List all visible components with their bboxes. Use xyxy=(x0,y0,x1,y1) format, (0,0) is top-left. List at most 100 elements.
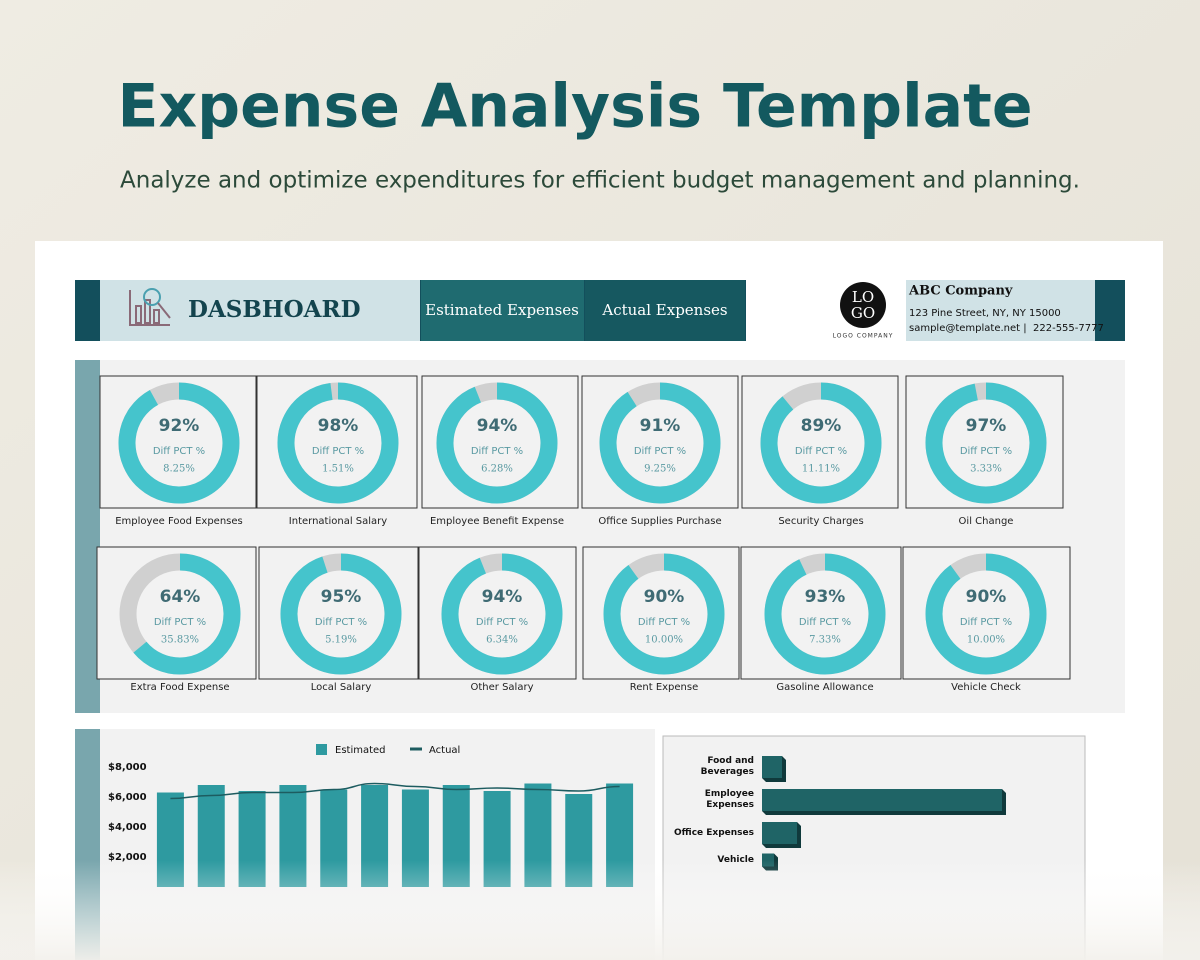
gauge-value: 64% xyxy=(160,587,201,607)
gauge-value: 93% xyxy=(805,587,846,607)
gauge-arc xyxy=(603,553,725,675)
gauge-diff: 1.51% xyxy=(322,464,354,475)
page-title: Expense Analysis Template xyxy=(117,72,1032,142)
gauge-arc xyxy=(436,382,558,504)
gauge-value: 91% xyxy=(640,416,681,436)
gauge-metric: Diff PCT % xyxy=(471,446,523,457)
gauge-name: Oil Change xyxy=(959,516,1014,527)
logo-text: GO xyxy=(851,304,875,322)
fade xyxy=(0,860,1200,960)
gauge-metric: Diff PCT % xyxy=(153,446,205,457)
gauge-arc xyxy=(133,553,241,675)
gauge-diff: 11.11% xyxy=(802,464,840,475)
gauge-value: 90% xyxy=(966,587,1007,607)
gauge-arc xyxy=(764,553,886,675)
y-tick-label: $4,000 xyxy=(108,822,147,833)
gauge-name: Gasoline Allowance xyxy=(776,682,873,693)
gauge-value: 92% xyxy=(159,416,200,436)
gauge-value: 95% xyxy=(321,587,362,607)
gauge-diff: 35.83% xyxy=(161,635,199,646)
category-label-text: Vehicle xyxy=(717,854,754,865)
tab[interactable] xyxy=(421,280,584,341)
gauge-diff: 3.33% xyxy=(970,464,1002,475)
gauge-name: Other Salary xyxy=(471,682,534,693)
category-label-text: Food and Beverages xyxy=(700,756,754,777)
gauge-arc xyxy=(925,553,1047,675)
gauge-metric: Diff PCT % xyxy=(634,446,686,457)
line xyxy=(170,782,620,800)
category-label: Office Expenses xyxy=(674,827,754,838)
tab-label[interactable]: Estimated Expenses xyxy=(425,301,579,319)
legend-swatch xyxy=(316,744,327,755)
gauge-metric: Diff PCT % xyxy=(960,446,1012,457)
tab-label[interactable]: Actual Expenses xyxy=(601,301,727,319)
gauge-diff: 10.00% xyxy=(967,635,1005,646)
gauge-name: Vehicle Check xyxy=(951,682,1021,693)
category-label: Food and Beverages xyxy=(700,756,754,777)
content: 92% Diff PCT % 8.25% Employee Food Expenses… xyxy=(96,375,1071,887)
gauge-diff: 6.34% xyxy=(486,635,518,646)
company-contact: sample@template.net | 222-555-7777 xyxy=(909,323,1104,334)
gauge-arc xyxy=(280,553,402,675)
gauge-metric: Diff PCT % xyxy=(795,446,847,457)
gauge-name: Extra Food Expense xyxy=(130,682,229,693)
bar-side xyxy=(762,756,786,782)
gauge-value: 94% xyxy=(477,416,518,436)
gauge-arc xyxy=(441,553,563,675)
gauge-arc xyxy=(277,382,399,504)
gauge-diff: 7.33% xyxy=(809,635,841,646)
bar xyxy=(762,756,782,778)
gauge-value: 90% xyxy=(644,587,685,607)
panel-strip xyxy=(75,360,100,713)
gauge-diff: 10.00% xyxy=(645,635,683,646)
gauge-metric: Diff PCT % xyxy=(476,617,528,628)
gauge-arc xyxy=(925,382,1047,504)
gauge-arc xyxy=(599,382,721,504)
bar xyxy=(762,789,1002,811)
logo-caption: LOGO COMPANY xyxy=(833,333,894,340)
gauge-name: Employee Benefit Expense xyxy=(430,516,564,527)
gauge-value: 94% xyxy=(482,587,523,607)
category-label-text: Office Expenses xyxy=(674,827,754,838)
gauge-diff: 5.19% xyxy=(325,635,357,646)
gauge-value: 98% xyxy=(318,416,359,436)
gauge-name: Office Supplies Purchase xyxy=(598,516,721,527)
gauge-name: Local Salary xyxy=(311,682,372,693)
gauge-diff: 8.25% xyxy=(163,464,195,475)
gauge-metric: Diff PCT % xyxy=(154,617,206,628)
company-address: 123 Pine Street, NY, NY 15000 xyxy=(909,308,1061,319)
gauge-name: Employee Food Expenses xyxy=(115,516,243,527)
tab[interactable] xyxy=(585,280,745,341)
gauge-metric: Diff PCT % xyxy=(799,617,851,628)
legend-label: Actual xyxy=(429,745,460,756)
category-label-text: Employee Expenses xyxy=(704,789,754,810)
gauge-diff: 6.28% xyxy=(481,464,513,475)
page-subtitle: Analyze and optimize expenditures for ef… xyxy=(120,168,1080,194)
y-tick-label: $2,000 xyxy=(108,852,147,863)
dashboard-title: DASBHOARD xyxy=(188,296,361,323)
gauge-arc xyxy=(118,382,240,504)
gauge-name: Rent Expense xyxy=(630,682,699,693)
gauge-name: Security Charges xyxy=(778,516,863,527)
gauge-value: 97% xyxy=(966,416,1007,436)
legend-label: Estimated xyxy=(335,745,386,756)
bar-side xyxy=(762,822,801,848)
y-tick-label: $8,000 xyxy=(108,762,147,773)
bar-side xyxy=(762,789,1006,815)
gauge-arc xyxy=(760,382,882,504)
logo-text: LO xyxy=(852,288,874,306)
y-tick-label: $6,000 xyxy=(108,792,147,803)
gauge-name: International Salary xyxy=(289,516,387,527)
dashboard-icon xyxy=(129,288,171,326)
category-label: Vehicle xyxy=(717,854,754,865)
gauge-metric: Diff PCT % xyxy=(315,617,367,628)
gauge-value: 89% xyxy=(801,416,842,436)
company-name: ABC Company xyxy=(908,284,1013,299)
logo xyxy=(840,282,886,328)
gauge-metric: Diff PCT % xyxy=(312,446,364,457)
company-box xyxy=(906,280,1095,341)
gauge-metric: Diff PCT % xyxy=(638,617,690,628)
gauge-diff: 9.25% xyxy=(644,464,676,475)
